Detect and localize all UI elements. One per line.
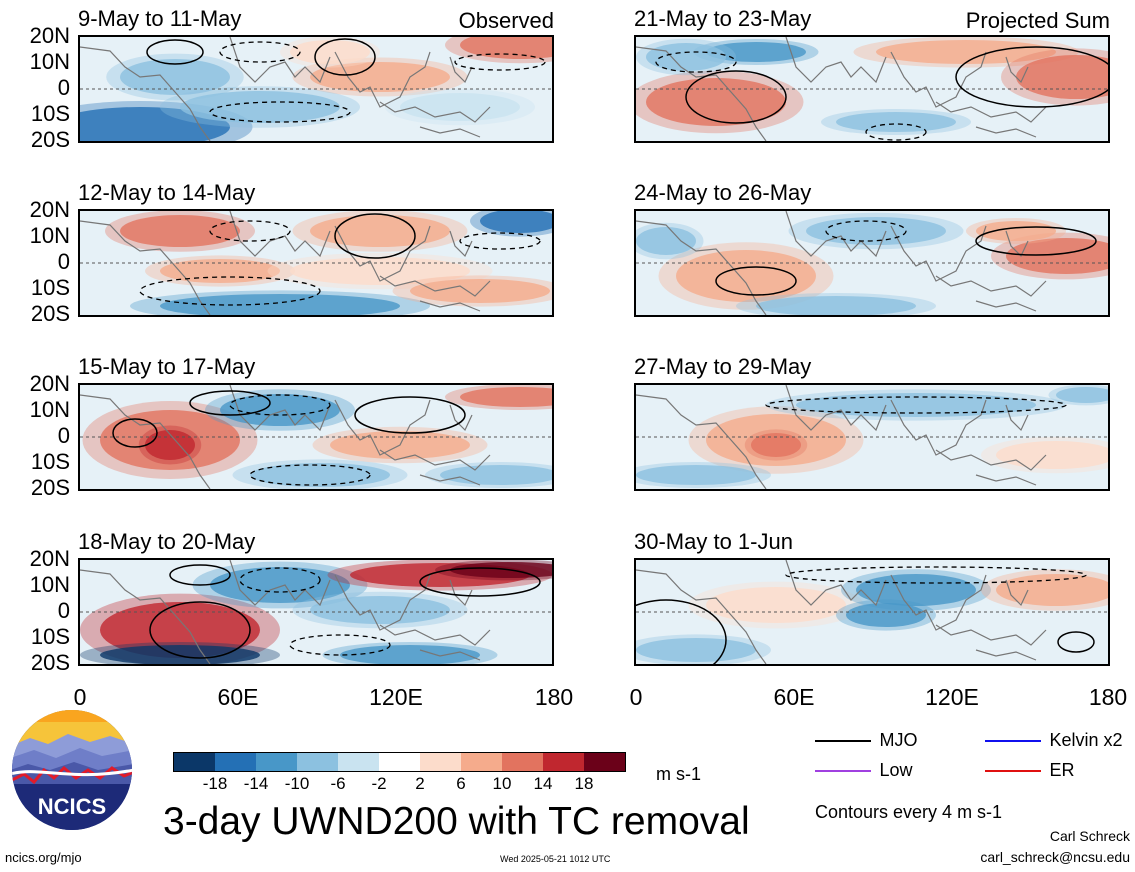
lon-label: 0 <box>629 684 643 710</box>
panel-title-2: 12-May to 14-May <box>78 180 256 205</box>
colorbar-label: -10 <box>284 774 310 793</box>
colorbar-swatch <box>256 753 297 771</box>
lat-label: 10S <box>30 101 70 126</box>
projected-sum-tag: Projected Sum <box>965 8 1110 33</box>
colorbar-label: -14 <box>243 774 269 793</box>
lat-label: 20N <box>29 546 70 571</box>
lat-label: 10N <box>29 572 70 597</box>
map-panel-2 <box>78 209 554 317</box>
lon-label: 120E <box>925 684 979 710</box>
lon-label: 120E <box>369 684 423 710</box>
lat-label: 20S <box>30 301 70 326</box>
legend-item-low: Low <box>815 760 912 781</box>
mjo-line-icon <box>815 739 871 742</box>
map-panel-3 <box>78 383 554 491</box>
map-panel-1 <box>78 35 554 143</box>
panel-title-6: 24-May to 26-May <box>634 180 812 205</box>
logo-text: NCICS <box>38 794 106 819</box>
footer-email[interactable]: carl_schreck@ncsu.edu <box>980 849 1130 865</box>
lat-label: 10N <box>29 49 70 74</box>
lon-label: 60E <box>217 684 259 710</box>
colorbar-swatch <box>584 753 625 771</box>
panel-title-1: 9-May to 11-May <box>78 6 242 31</box>
footer-author: Carl Schreck <box>1049 828 1130 844</box>
lon-label: 180 <box>1088 684 1128 710</box>
lat-label: 10N <box>29 397 70 422</box>
colorbar-swatch <box>338 753 379 771</box>
observed-tag: Observed <box>458 8 554 33</box>
lat-label: 20S <box>30 127 70 152</box>
lat-label: 0 <box>57 423 70 448</box>
panel-title-7: 27-May to 29-May <box>634 354 812 379</box>
map-panel-8 <box>634 558 1110 666</box>
colorbar-label: 6 <box>456 774 466 793</box>
map-panel-5 <box>634 35 1110 143</box>
colorbar-swatch <box>379 753 420 771</box>
lon-label: 0 <box>73 684 87 710</box>
colorbar-label: 18 <box>574 774 594 793</box>
colorbar-swatch <box>461 753 502 771</box>
lat-label: 10N <box>29 223 70 248</box>
lat-label: 20N <box>29 23 70 48</box>
colorbar-swatch <box>543 753 584 771</box>
colorbar-swatch <box>174 753 215 771</box>
colorbar-label: -2 <box>371 774 387 793</box>
main-title: 3-day UWND200 with TC removal <box>163 800 750 843</box>
kelvin-line-icon <box>985 739 1041 742</box>
lon-label: 180 <box>534 684 574 710</box>
colorbar-swatch <box>502 753 543 771</box>
lat-label: 10S <box>30 275 70 300</box>
contour-note: Contours every 4 m s-1 <box>815 802 1003 822</box>
lon-label: 60E <box>773 684 815 710</box>
colorbar-label: -6 <box>330 774 346 793</box>
legend-item-mjo: MJO <box>815 730 917 751</box>
colorbar-swatch <box>420 753 461 771</box>
lat-label: 20S <box>30 475 70 500</box>
lat-label: 10S <box>30 449 70 474</box>
colorbar-label: 14 <box>533 774 553 793</box>
lat-label: 20N <box>29 197 70 222</box>
lat-label: 0 <box>57 598 70 623</box>
footer-url[interactable]: ncics.org/mjo <box>5 850 82 865</box>
footer-timestamp: Wed 2025-05-21 1012 UTC <box>500 854 611 864</box>
colorbar-label: 10 <box>492 774 512 793</box>
colorbar-label: 2 <box>415 774 425 793</box>
low-line-icon <box>815 769 871 772</box>
lat-label: 0 <box>57 249 70 274</box>
panel-title-4: 18-May to 20-May <box>78 529 256 554</box>
ncics-logo: NCICS <box>10 708 134 832</box>
legend-item-er: ER <box>985 760 1074 781</box>
colorbar-unit: m s-1 <box>656 764 701 784</box>
colorbar <box>173 752 626 772</box>
panel-title-5: 21-May to 23-May <box>634 6 812 31</box>
map-panel-7 <box>634 383 1110 491</box>
panel-title-3: 15-May to 17-May <box>78 354 256 379</box>
er-line-icon <box>985 769 1041 772</box>
legend-item-kelvin: Kelvin x2 <box>985 730 1123 751</box>
lat-label: 20N <box>29 371 70 396</box>
lat-label: 10S <box>30 624 70 649</box>
lat-label: 20S <box>30 650 70 675</box>
colorbar-swatch <box>297 753 338 771</box>
lat-label: 0 <box>57 75 70 100</box>
map-panel-6 <box>634 209 1110 317</box>
colorbar-swatch <box>215 753 256 771</box>
panel-title-8: 30-May to 1-Jun <box>634 529 793 554</box>
map-panel-4 <box>78 558 554 666</box>
colorbar-label: -18 <box>202 774 228 793</box>
